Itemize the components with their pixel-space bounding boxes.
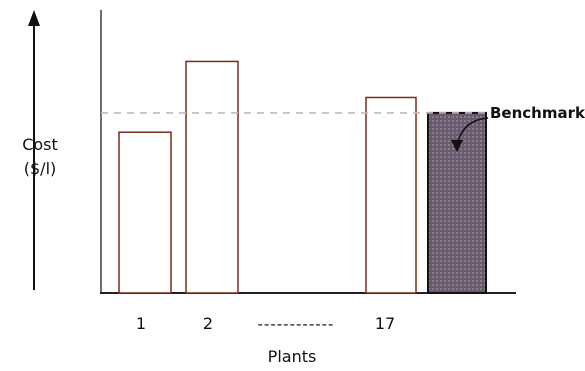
benchmark-arrow-head-icon <box>451 140 463 152</box>
y-axis-label-line1: Cost <box>22 135 58 154</box>
y-arrow-head-icon <box>28 10 40 26</box>
x-axis-label: Plants <box>268 347 317 366</box>
tick-label-17: 17 <box>375 314 395 333</box>
bar-benchmark <box>427 111 487 294</box>
y-axis-label-line2: ($/l) <box>24 159 57 178</box>
bars-group <box>118 60 487 294</box>
tick-label-1: 1 <box>136 314 146 333</box>
bar-plant-2 <box>185 60 239 294</box>
ellipsis-label: ------------ <box>258 315 335 333</box>
tick-label-2: 2 <box>203 314 213 333</box>
bar-plant-1 <box>118 131 172 294</box>
bar-plant-17 <box>365 96 417 294</box>
benchmark-label: Benchmark <box>490 104 585 122</box>
tick-labels: 1 2 17 <box>136 314 395 333</box>
